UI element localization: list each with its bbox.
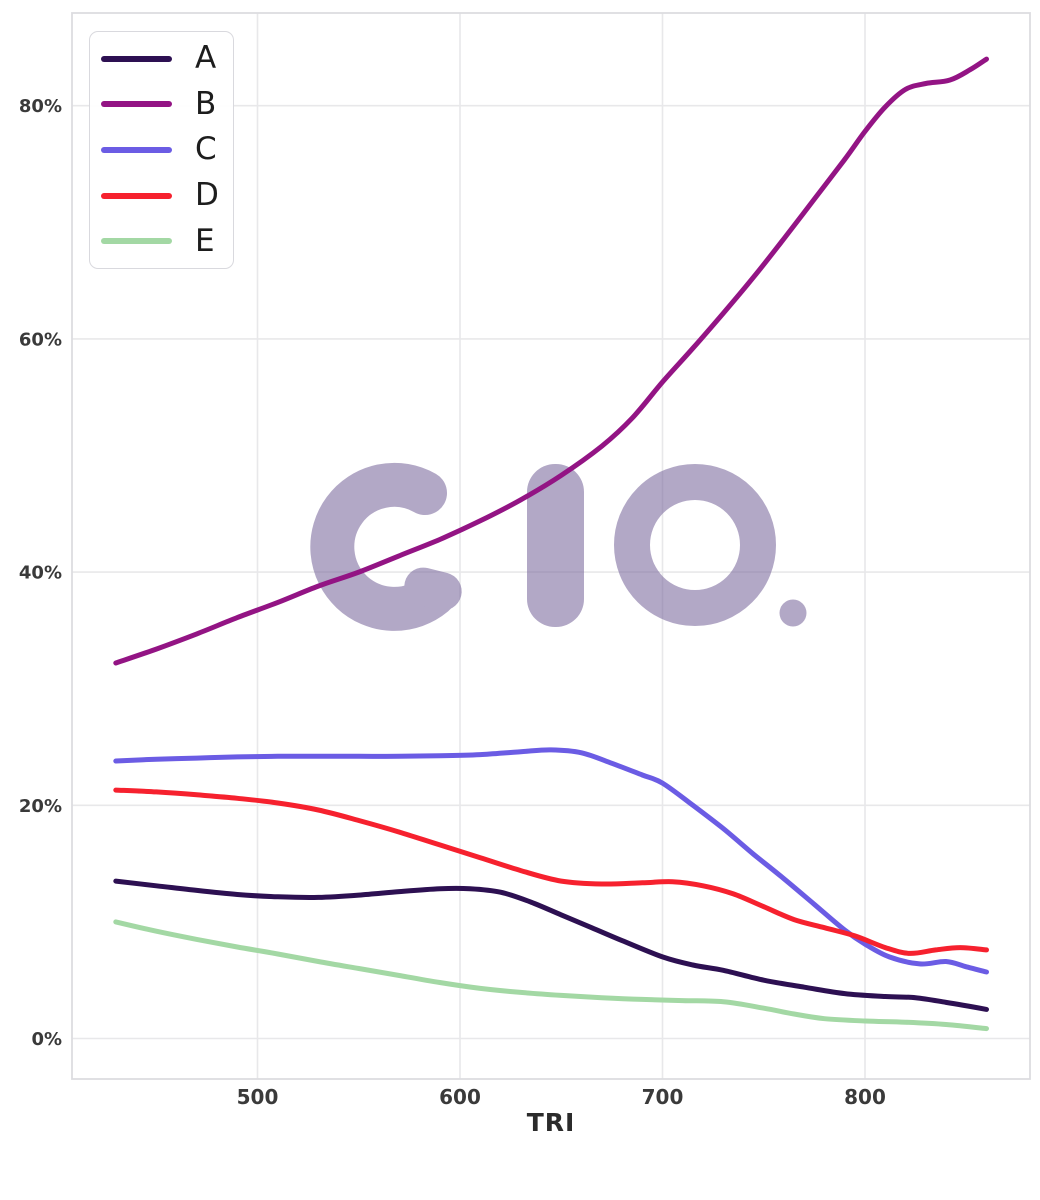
legend-swatch-e — [101, 238, 172, 245]
legend-item-b: B — [90, 85, 233, 122]
y-tick-label: 40% — [19, 563, 62, 584]
legend-swatch-a — [101, 55, 172, 62]
plot-border — [71, 12, 1031, 1080]
legend: A B C D E — [89, 31, 234, 269]
legend-swatch-c — [101, 146, 172, 153]
legend-label-c: C — [195, 131, 217, 168]
watermark-letter-a — [310, 462, 456, 631]
watermark-letter-o — [614, 464, 776, 626]
legend-label-b: B — [195, 85, 217, 122]
legend-item-e: E — [90, 222, 233, 259]
series-line-e — [113, 919, 989, 1032]
x-tick-label: 800 — [844, 1085, 886, 1109]
watermark-logo — [310, 462, 807, 631]
watermark-period-dot — [779, 599, 807, 627]
axis-layer: 0% 20% 40% 60% 80% 500 600 700 800 — [19, 96, 886, 1109]
watermark-letter-a-tail — [404, 567, 462, 611]
x-tick-label: 600 — [439, 1085, 481, 1109]
legend-item-c: C — [90, 134, 233, 165]
x-axis-title: TRI — [526, 1108, 576, 1137]
watermark-letter-l — [527, 464, 584, 627]
x-tick-label: 500 — [237, 1085, 279, 1109]
y-tick-label: 80% — [19, 96, 62, 117]
legend-label-a: A — [195, 40, 217, 77]
series-line-c — [113, 747, 989, 975]
y-tick-label: 60% — [19, 329, 62, 350]
legend-swatch-b — [101, 101, 172, 108]
x-tick-label: 700 — [642, 1085, 684, 1109]
legend-item-a: A — [90, 43, 233, 74]
series-line-a — [113, 878, 989, 1012]
legend-item-d: D — [90, 180, 233, 211]
series-line-d — [113, 787, 989, 956]
legend-label-e: E — [195, 222, 215, 259]
grid-layer — [71, 12, 1031, 1080]
y-tick-label: 0% — [31, 1029, 62, 1050]
legend-swatch-d — [101, 192, 172, 199]
series-layer — [113, 56, 989, 1032]
legend-label-d: D — [195, 177, 219, 214]
series-line-b — [113, 56, 989, 666]
y-tick-label: 20% — [19, 796, 62, 817]
